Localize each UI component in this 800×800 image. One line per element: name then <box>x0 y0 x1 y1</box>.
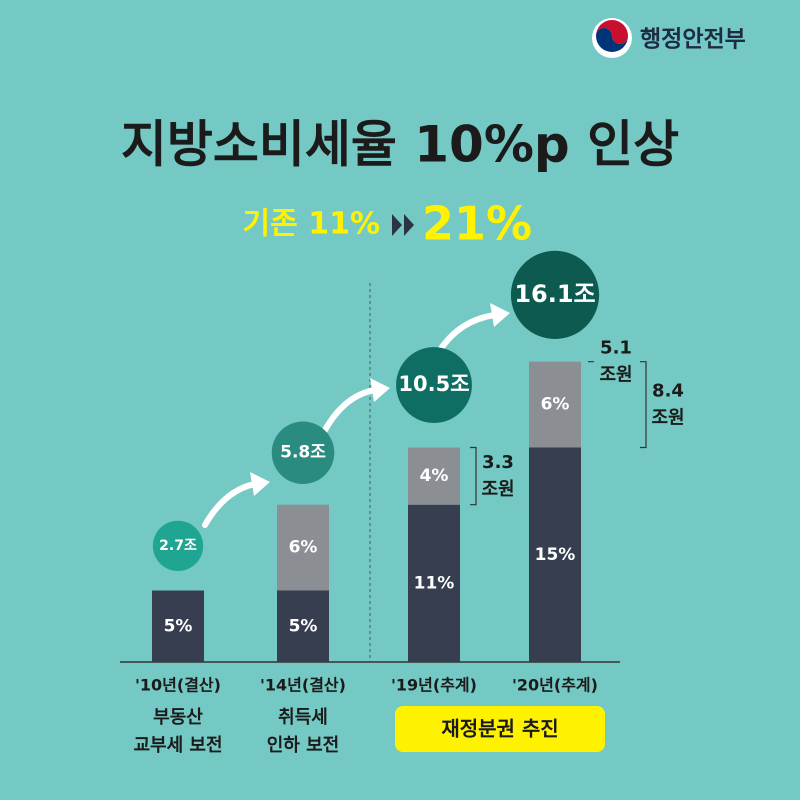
arrow <box>437 312 498 353</box>
bar-segment <box>408 447 460 505</box>
amount-label: 2.7조 <box>159 538 197 554</box>
bar-segment <box>529 447 581 662</box>
logo-blue <box>596 28 628 52</box>
amount-bubble <box>396 347 472 423</box>
amount-label: 5.8조 <box>280 443 326 463</box>
arrow <box>202 481 258 528</box>
bar-segment <box>408 504 460 662</box>
bar-segment <box>277 590 329 662</box>
highlight-box <box>395 706 605 752</box>
arrow-icon <box>392 214 414 236</box>
value-label: 5% <box>289 616 318 636</box>
subtitle-before: 기존 11% <box>243 207 380 242</box>
caption: 인하 보전 <box>267 735 340 756</box>
x-tick-label: '14년(결산) <box>260 676 346 695</box>
growth-arrows <box>202 312 498 528</box>
arrow <box>322 387 378 433</box>
annotation: 3.3 <box>482 452 514 473</box>
value-label: 5% <box>164 616 193 636</box>
bar-segment <box>529 361 581 448</box>
annotation: 조원 <box>599 365 632 386</box>
logo-text: 행정안전부 <box>640 27 746 53</box>
caption: 부동산 <box>153 707 203 728</box>
amount-label: 16.1조 <box>514 280 595 308</box>
bracket <box>470 446 477 506</box>
annotation: 5.1 <box>600 338 632 359</box>
x-tick-label: '10년(결산) <box>135 676 221 695</box>
x-tick-label: '19년(추계) <box>391 676 477 695</box>
value-label: 4% <box>420 466 449 486</box>
annotation: 조원 <box>651 408 684 429</box>
amount-bubble <box>510 250 600 339</box>
subtitle-after: 21% <box>422 197 532 251</box>
arrow-heads <box>250 303 510 496</box>
caption: 교부세 보전 <box>133 735 222 756</box>
arrow-head <box>250 472 270 496</box>
value-label: 11% <box>414 573 455 593</box>
logo: 행정안전부 <box>592 18 746 58</box>
arrow-head <box>490 303 510 327</box>
x-tick-label: '20년(추계) <box>512 676 598 695</box>
amount-label: 10.5조 <box>398 372 469 396</box>
bar-segment <box>152 590 204 662</box>
value-label: 6% <box>541 395 570 415</box>
value-label: 6% <box>289 538 318 558</box>
amount-bubble <box>271 421 335 485</box>
annotation: 조원 <box>481 479 514 500</box>
highlight-text: 재정분권 추진 <box>441 717 558 741</box>
bar-segment <box>277 504 329 591</box>
arrow-head <box>370 378 390 402</box>
caption: 취득세 <box>278 707 328 728</box>
bracket <box>640 361 647 449</box>
annotation: 8.4 <box>652 381 684 402</box>
chart-title: 지방소비세율 10%p 인상 <box>121 116 679 174</box>
amount-bubble <box>152 520 204 572</box>
logo-red <box>596 20 628 44</box>
value-label: 15% <box>535 545 576 565</box>
